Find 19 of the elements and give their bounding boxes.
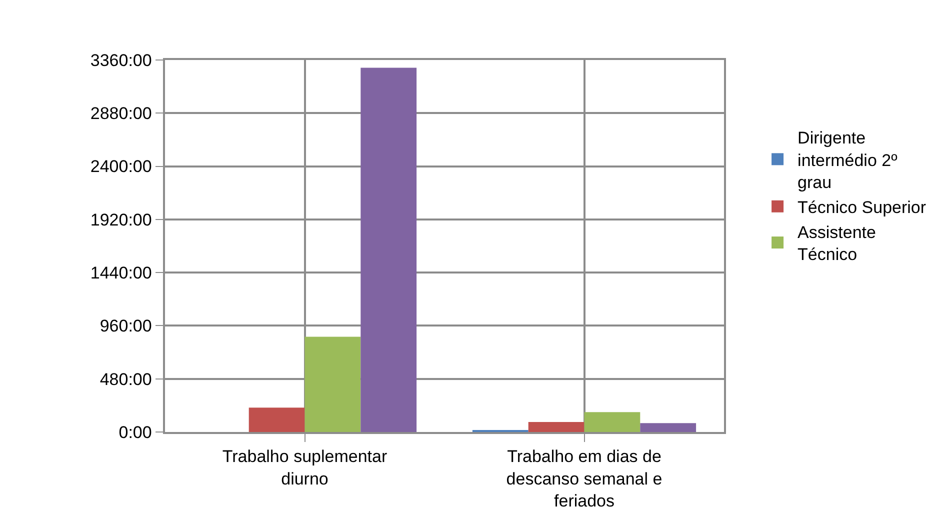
legend-label: Técnico Superior bbox=[798, 198, 926, 217]
x-tick-label: Trabalho suplementar diurno bbox=[222, 447, 388, 488]
y-tick-label: 3360:00 bbox=[90, 50, 152, 70]
x-tick-label: Trabalho em dias de descanso semanal e feriados bbox=[506, 447, 662, 510]
bar bbox=[584, 412, 640, 432]
bar bbox=[640, 423, 696, 432]
bar bbox=[248, 408, 305, 432]
y-tick-label: 1920:00 bbox=[90, 210, 152, 230]
y-tick-label: 0:00 bbox=[118, 422, 152, 442]
y-tick-label: 2400:00 bbox=[90, 157, 152, 176]
y-tick-label: 2880:00 bbox=[90, 104, 152, 124]
bar bbox=[528, 422, 584, 432]
y-tick-label: 960:00 bbox=[100, 316, 152, 336]
bar bbox=[360, 68, 417, 432]
legend-label: Dirigente intermédio 2º grau bbox=[798, 128, 898, 192]
y-tick-label: 480:00 bbox=[100, 370, 152, 389]
bar bbox=[304, 336, 361, 432]
legend-label: Assistente Técnico bbox=[798, 223, 876, 264]
y-tick-label: 1440:00 bbox=[90, 264, 152, 283]
